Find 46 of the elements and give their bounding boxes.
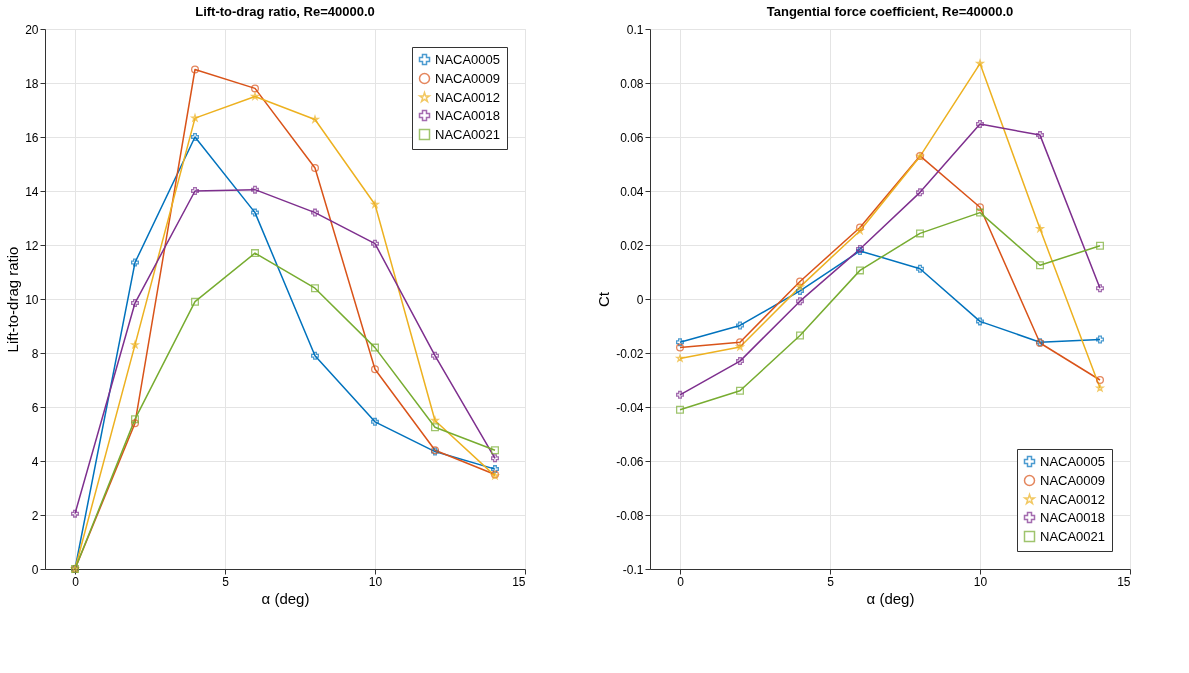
legend-label: NACA0021 <box>1040 528 1106 544</box>
chart-title: Tangential force coefficient, Re=40000.0 <box>766 4 1014 19</box>
y-tick-label: 0.1 <box>626 22 644 37</box>
legend-label: NACA0018 <box>1040 509 1106 525</box>
y-tick-label: 20 <box>25 22 39 37</box>
legend-label: NACA0021 <box>435 126 501 142</box>
x-axis-title: α (deg) <box>261 589 310 607</box>
x-tick-label: 10 <box>973 574 988 589</box>
y-tick-label: 0.06 <box>620 130 644 145</box>
y-tick-label: 10 <box>25 292 39 307</box>
y-tick-label: 0.08 <box>620 76 644 91</box>
y-tick-label: 6 <box>31 400 39 415</box>
y-tick-label: 2 <box>31 508 39 523</box>
y-tick-label: 8 <box>31 346 39 361</box>
x-axis-title: α (deg) <box>866 589 915 607</box>
y-tick-label: 0 <box>636 292 644 307</box>
legend-label: NACA0012 <box>1040 491 1106 507</box>
y-tick-label: 0 <box>31 562 39 577</box>
x-tick-label: 15 <box>512 574 526 589</box>
legend-label: NACA0009 <box>1040 472 1106 488</box>
y-tick-label: -0.02 <box>616 346 644 361</box>
x-tick-label: 0 <box>677 574 685 589</box>
y-tick-label: -0.04 <box>616 400 644 415</box>
y-tick-label: 18 <box>25 76 39 91</box>
y-axis-title: Ct <box>595 291 613 307</box>
legend-label: NACA0005 <box>435 51 501 67</box>
y-axis-title: Lift-to-drag ratio <box>4 246 22 353</box>
x-tick-label: 5 <box>827 574 835 589</box>
x-tick-label: 15 <box>1117 574 1131 589</box>
y-tick-label: -0.06 <box>616 454 644 469</box>
y-tick-label: 14 <box>25 184 39 199</box>
x-tick-label: 10 <box>368 574 383 589</box>
y-tick-label: 0.04 <box>620 184 644 199</box>
y-tick-label: 0.02 <box>620 238 644 253</box>
y-tick-label: -0.1 <box>622 562 644 577</box>
legend-label: NACA0018 <box>435 107 501 123</box>
x-tick-label: 5 <box>222 574 230 589</box>
x-tick-label: 0 <box>72 574 80 589</box>
legend-label: NACA0012 <box>435 89 501 105</box>
y-tick-label: 16 <box>25 130 39 145</box>
legend-label: NACA0009 <box>435 70 501 86</box>
y-tick-label: 4 <box>31 454 39 469</box>
y-tick-label: -0.08 <box>616 508 644 523</box>
y-tick-label: 12 <box>25 238 39 253</box>
legend-label: NACA0005 <box>1040 453 1106 469</box>
chart-title: Lift-to-drag ratio, Re=40000.0 <box>195 4 375 19</box>
